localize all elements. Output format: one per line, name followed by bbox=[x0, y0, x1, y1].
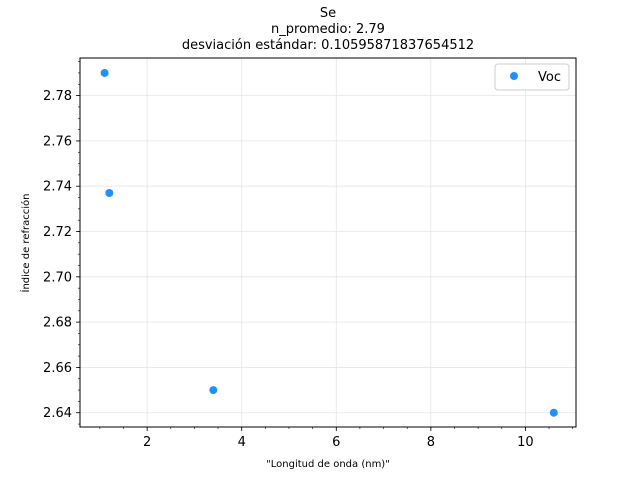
data-point-0-3 bbox=[549, 408, 558, 417]
data-points bbox=[100, 68, 558, 417]
y-tick-label-6: 2.76 bbox=[43, 134, 72, 149]
x-tick-label-2: 6 bbox=[332, 435, 340, 450]
y-tick-label-0: 2.64 bbox=[43, 406, 72, 421]
plot-frame bbox=[79, 57, 577, 428]
x-tick-label-1: 4 bbox=[238, 435, 246, 450]
x-tick-label-3: 8 bbox=[427, 435, 435, 450]
legend: Voc bbox=[494, 63, 570, 91]
y-tick-label-2: 2.68 bbox=[43, 316, 72, 331]
x-tick-label-0: 2 bbox=[143, 435, 151, 450]
y-tick-label-3: 2.70 bbox=[43, 270, 72, 285]
axis-ticks: 2 4 6 8 10 2.64 2.66 2.68 2.70 2.72 2.74 2.76 2.78 bbox=[43, 61, 573, 450]
data-point-0-1 bbox=[105, 189, 114, 198]
y-tick-label-1: 2.66 bbox=[43, 361, 72, 376]
data-point-0-0 bbox=[100, 68, 109, 77]
x-tick-label-4: 10 bbox=[517, 435, 534, 450]
grid-lines bbox=[80, 58, 576, 427]
y-tick-label-4: 2.72 bbox=[43, 225, 72, 240]
chart-title: Se n_promedio: 2.79 desviación estándar:… bbox=[182, 6, 474, 53]
y-tick-label-7: 2.78 bbox=[43, 89, 72, 104]
title-line-1: Se bbox=[320, 6, 336, 21]
y-tick-label-5: 2.74 bbox=[43, 180, 72, 195]
legend-label: Voc bbox=[538, 70, 561, 85]
legend-marker bbox=[510, 72, 518, 80]
data-point-0-2 bbox=[209, 386, 218, 395]
legend-box bbox=[494, 63, 570, 91]
title-line-3: desviación estándar: 0.10595871837654512 bbox=[182, 38, 474, 53]
title-line-2: n_promedio: 2.79 bbox=[271, 22, 385, 37]
y-axis-label: Índice de refracción bbox=[19, 194, 32, 293]
x-axis-label: "Longitud de onda (nm)" bbox=[266, 459, 390, 470]
